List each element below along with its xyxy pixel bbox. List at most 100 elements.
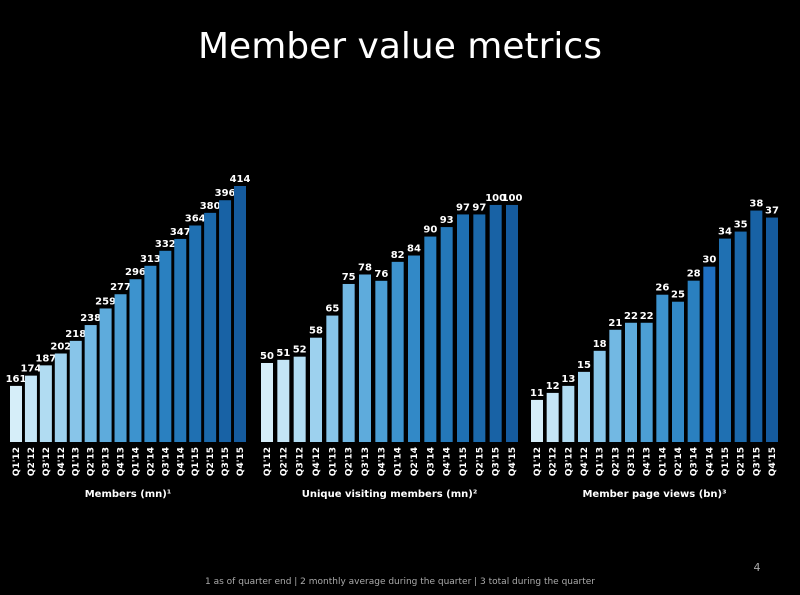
bar <box>219 200 232 442</box>
value-label: 277 <box>110 282 131 293</box>
x-tick-label: Q1'12 <box>12 447 22 476</box>
x-tick-label: Q3'12 <box>296 447 306 476</box>
bar <box>578 371 590 442</box>
value-label: 15 <box>577 360 591 371</box>
value-label: 396 <box>215 188 236 199</box>
bar <box>129 279 142 442</box>
x-tick-label: Q1'15 <box>191 447 201 476</box>
x-tick-label: Q1'14 <box>131 447 141 476</box>
value-label: 380 <box>200 201 221 212</box>
bar <box>69 340 82 442</box>
x-tick-label: Q4'12 <box>312 447 322 476</box>
bar <box>440 227 453 442</box>
value-label: 22 <box>640 311 654 322</box>
bar <box>408 255 420 442</box>
value-label: 58 <box>309 326 323 337</box>
x-tick-label: Q2'13 <box>345 447 355 476</box>
x-tick-label: Q2'15 <box>206 447 216 476</box>
bar <box>531 399 543 442</box>
value-label: 12 <box>546 381 560 392</box>
x-tick-label: Q1'15 <box>721 447 731 476</box>
bar <box>719 238 731 442</box>
x-tick-label: Q4'12 <box>580 447 590 476</box>
bar <box>473 214 486 442</box>
value-label: 75 <box>342 272 356 283</box>
value-label: 332 <box>155 239 176 250</box>
value-label: 18 <box>593 339 607 350</box>
value-label: 100 <box>485 193 506 204</box>
bar <box>625 322 637 442</box>
value-label: 97 <box>456 202 470 213</box>
bar <box>326 315 339 442</box>
value-label: 51 <box>276 348 290 359</box>
x-tick-label: Q4'13 <box>643 447 653 476</box>
x-tick-label: Q2'14 <box>674 447 684 476</box>
x-tick-label: Q1'15 <box>459 447 469 476</box>
bar <box>457 214 469 442</box>
x-tick-label: Q3'14 <box>690 447 700 476</box>
x-tick-label: Q2'13 <box>87 447 97 476</box>
value-label: 100 <box>502 193 523 204</box>
value-label: 11 <box>530 388 544 399</box>
axis-title: Members (mn)¹ <box>85 489 172 500</box>
value-label: 65 <box>325 304 339 315</box>
x-tick-label: Q3'15 <box>221 447 231 476</box>
bar <box>10 385 22 442</box>
value-label: 52 <box>293 345 307 356</box>
bar <box>293 356 306 442</box>
value-label: 34 <box>718 227 732 238</box>
bar <box>687 280 700 442</box>
bar <box>424 236 437 442</box>
value-label: 347 <box>170 227 191 238</box>
bar <box>114 294 127 442</box>
bar <box>546 392 559 442</box>
x-tick-label: Q1'13 <box>596 447 606 476</box>
bar <box>234 186 246 442</box>
bar <box>159 250 172 442</box>
bar <box>24 375 37 442</box>
value-label: 90 <box>423 225 437 236</box>
x-tick-label: Q1'14 <box>394 447 404 476</box>
value-label: 414 <box>230 174 251 185</box>
bar <box>39 365 52 442</box>
value-label: 97 <box>472 202 486 213</box>
axis-title: Member page views (bn)³ <box>582 489 726 500</box>
bar <box>359 274 371 442</box>
value-label: 25 <box>671 290 685 301</box>
x-tick-label: Q2'15 <box>475 447 485 476</box>
x-tick-label: Q4'12 <box>57 447 67 476</box>
value-label: 37 <box>765 206 779 217</box>
bar <box>375 280 388 442</box>
x-tick-label: Q2'13 <box>611 447 621 476</box>
x-tick-label: Q2'15 <box>737 447 747 476</box>
x-tick-label: Q3'13 <box>627 447 637 476</box>
value-label: 259 <box>95 296 116 307</box>
value-label: 13 <box>561 374 575 385</box>
x-tick-label: Q4'15 <box>236 447 246 476</box>
x-tick-label: Q2'12 <box>279 447 289 476</box>
value-label: 76 <box>374 269 388 280</box>
x-tick-label: Q4'14 <box>705 447 715 476</box>
x-tick-label: Q3'15 <box>752 447 762 476</box>
x-tick-label: Q2'14 <box>146 447 156 476</box>
axis-title: Unique visiting members (mn)² <box>302 489 478 500</box>
x-tick-label: Q3'12 <box>564 447 574 476</box>
value-label: 187 <box>35 353 56 364</box>
bar <box>640 322 653 442</box>
bar <box>609 329 622 442</box>
x-tick-label: Q1'13 <box>72 447 82 476</box>
bar <box>766 217 778 442</box>
bar <box>54 353 67 442</box>
x-tick-label: Q2'12 <box>549 447 559 476</box>
value-label: 202 <box>50 342 71 353</box>
bar <box>734 231 747 442</box>
x-tick-label: Q3'13 <box>361 447 371 476</box>
value-label: 38 <box>749 199 763 210</box>
bar <box>593 350 606 442</box>
bar <box>656 294 669 442</box>
bar <box>261 362 273 442</box>
value-label: 296 <box>125 267 146 278</box>
x-tick-label: Q1'13 <box>328 447 338 476</box>
x-tick-label: Q3'13 <box>102 447 112 476</box>
